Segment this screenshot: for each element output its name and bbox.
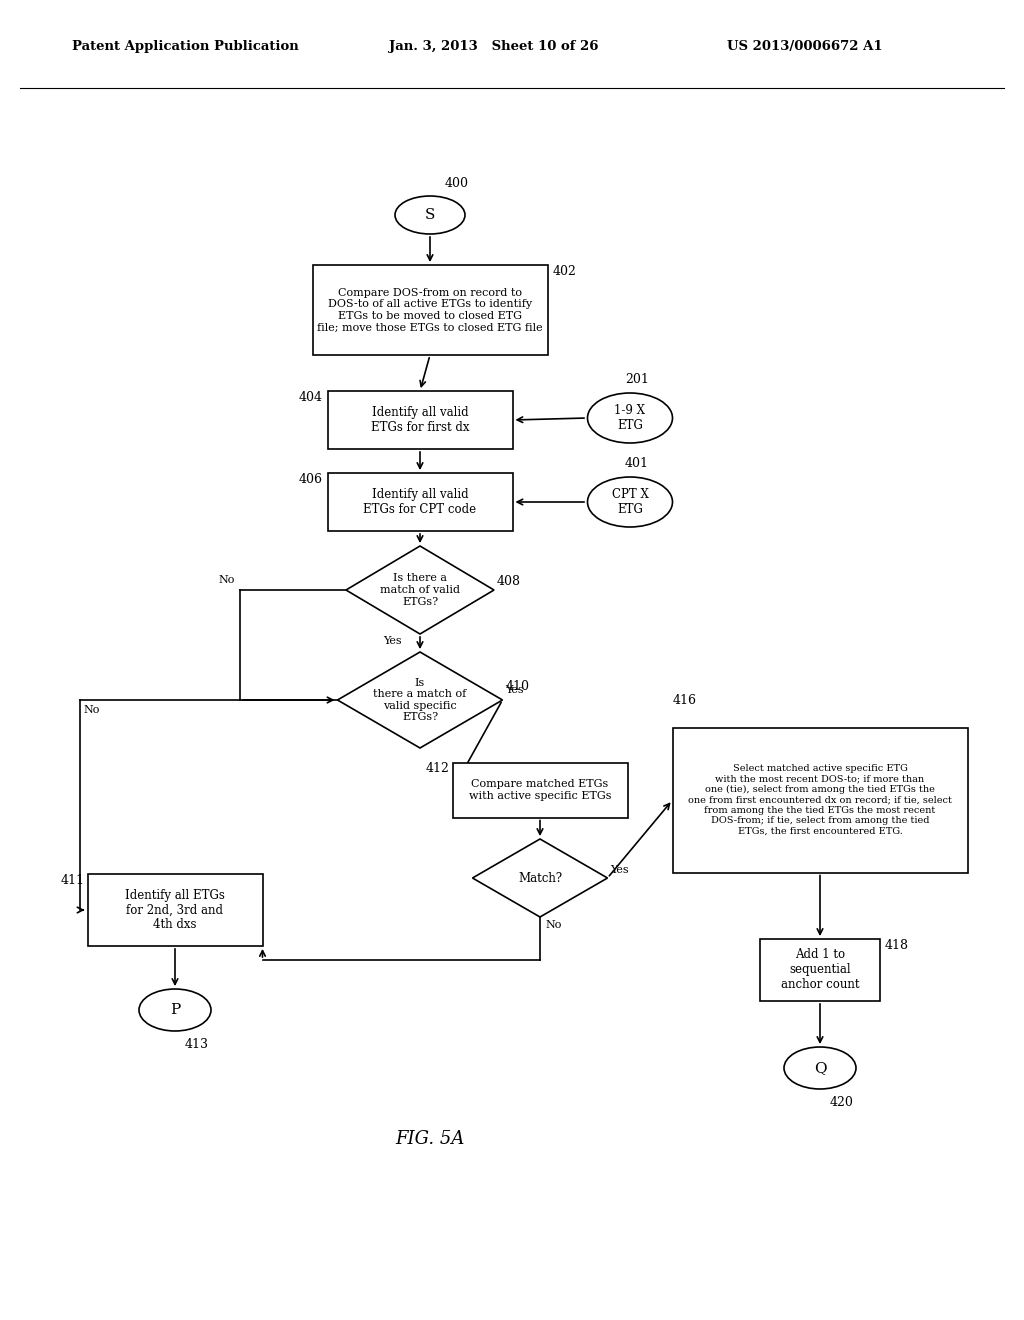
Text: Is there a
match of valid
ETGs?: Is there a match of valid ETGs? <box>380 573 460 607</box>
Bar <box>328 391 512 449</box>
Text: 411: 411 <box>60 874 85 887</box>
Text: No: No <box>545 920 561 931</box>
Ellipse shape <box>588 393 673 444</box>
Text: 201: 201 <box>625 374 649 385</box>
Bar <box>328 473 512 531</box>
Text: 402: 402 <box>553 265 577 279</box>
Text: Identify all valid
ETGs for CPT code: Identify all valid ETGs for CPT code <box>364 488 476 516</box>
Text: 418: 418 <box>885 939 909 952</box>
Text: US 2013/0006672 A1: US 2013/0006672 A1 <box>727 40 883 53</box>
Text: S: S <box>425 209 435 222</box>
Text: 404: 404 <box>299 391 323 404</box>
Text: Compare matched ETGs
with active specific ETGs: Compare matched ETGs with active specifi… <box>469 779 611 801</box>
Text: 410: 410 <box>506 680 529 693</box>
Text: Identify all valid
ETGs for first dx: Identify all valid ETGs for first dx <box>371 407 469 434</box>
Text: No: No <box>83 705 99 715</box>
Ellipse shape <box>588 477 673 527</box>
Text: 400: 400 <box>445 177 469 190</box>
Bar <box>453 763 628 817</box>
Text: 406: 406 <box>299 473 323 486</box>
Text: P: P <box>170 1003 180 1016</box>
Text: 1-9 X
ETG: 1-9 X ETG <box>614 404 645 432</box>
Text: Yes: Yes <box>383 636 402 645</box>
Text: Select matched active specific ETG
with the most recent DOS-to; if more than
one: Select matched active specific ETG with … <box>688 764 952 836</box>
Text: 413: 413 <box>185 1038 209 1051</box>
Text: Match?: Match? <box>518 871 562 884</box>
Bar <box>673 727 968 873</box>
Ellipse shape <box>139 989 211 1031</box>
Text: Identify all ETGs
for 2nd, 3rd and
4th dxs: Identify all ETGs for 2nd, 3rd and 4th d… <box>125 888 225 932</box>
Text: Compare DOS-from on record to
DOS-to of all active ETGs to identify
ETGs to be m: Compare DOS-from on record to DOS-to of … <box>317 288 543 333</box>
Text: 401: 401 <box>625 457 649 470</box>
Text: FIG. 5A: FIG. 5A <box>395 1130 465 1148</box>
Text: Q: Q <box>814 1061 826 1074</box>
Polygon shape <box>472 840 607 917</box>
Text: Yes: Yes <box>610 865 629 875</box>
Bar <box>760 939 880 1001</box>
Text: CPT X
ETG: CPT X ETG <box>611 488 648 516</box>
Polygon shape <box>338 652 503 748</box>
Text: 412: 412 <box>426 763 450 776</box>
Bar <box>87 874 262 946</box>
Text: No: No <box>219 576 234 585</box>
Text: 416: 416 <box>673 694 696 708</box>
Text: 408: 408 <box>497 576 521 587</box>
Text: Jan. 3, 2013   Sheet 10 of 26: Jan. 3, 2013 Sheet 10 of 26 <box>389 40 599 53</box>
Polygon shape <box>346 546 494 634</box>
Text: Is
there a match of
valid specific
ETGs?: Is there a match of valid specific ETGs? <box>374 677 467 722</box>
Text: Yes: Yes <box>506 685 524 696</box>
Text: Add 1 to
sequential
anchor count: Add 1 to sequential anchor count <box>780 949 859 991</box>
Bar <box>312 265 548 355</box>
Ellipse shape <box>395 195 465 234</box>
Text: Patent Application Publication: Patent Application Publication <box>72 40 298 53</box>
Text: 420: 420 <box>830 1096 854 1109</box>
Ellipse shape <box>784 1047 856 1089</box>
